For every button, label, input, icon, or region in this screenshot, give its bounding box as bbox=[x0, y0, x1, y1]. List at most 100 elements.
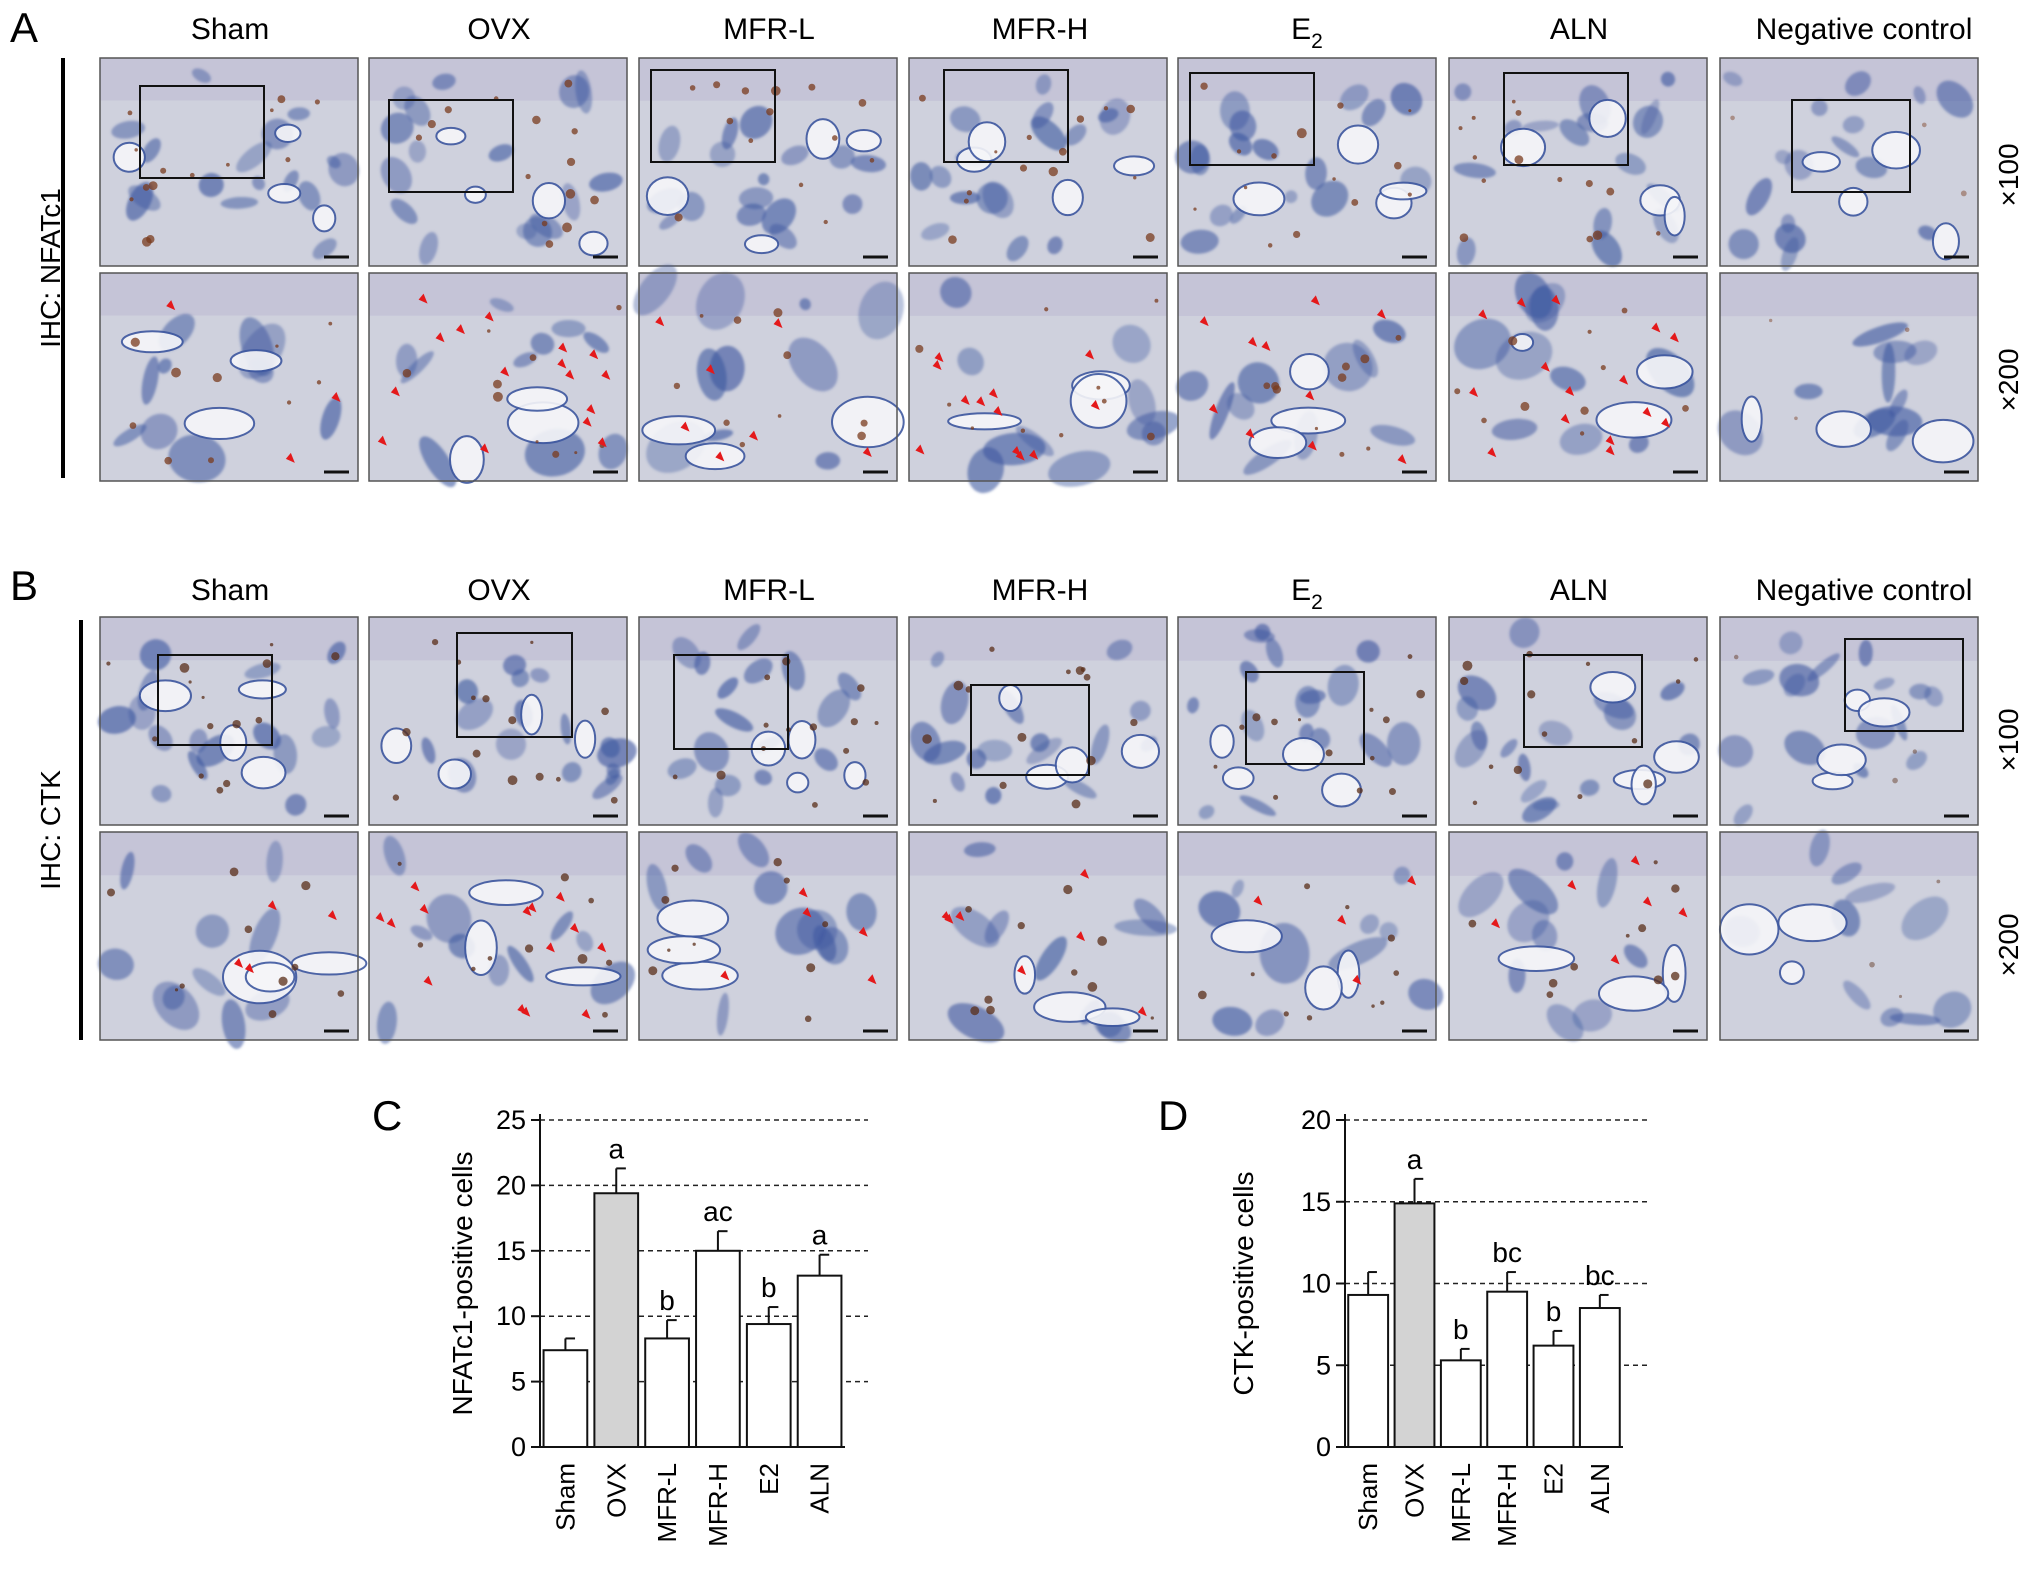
cartilage-band bbox=[1449, 273, 1707, 317]
tissue-blob bbox=[1794, 383, 1823, 400]
arrowhead-icon bbox=[565, 369, 575, 380]
stained-cell bbox=[164, 456, 173, 465]
marrow-space bbox=[1871, 130, 1921, 170]
tissue-blob bbox=[1454, 83, 1472, 101]
y-tick-label: 5 bbox=[1316, 1350, 1331, 1380]
tissue-blob bbox=[1550, 366, 1586, 392]
arrowhead-icon bbox=[1076, 931, 1086, 942]
stained-cell bbox=[1869, 961, 1875, 968]
stained-cell bbox=[291, 963, 299, 971]
stained-cell bbox=[493, 379, 502, 389]
tissue-blob bbox=[410, 925, 433, 941]
marrow-space bbox=[656, 899, 730, 938]
cartilage-band bbox=[1720, 273, 1978, 317]
arrowhead-icon bbox=[1651, 322, 1661, 333]
micrograph-frame bbox=[1177, 616, 1437, 826]
stained-cell bbox=[415, 134, 423, 141]
category-label: MFR-H bbox=[1492, 1463, 1522, 1547]
tissue-blob bbox=[392, 86, 416, 110]
category-label: MFR-L bbox=[652, 1463, 682, 1542]
arrowhead-icon bbox=[1310, 295, 1320, 306]
panel-a-side-label: IHC: NFATc1 bbox=[35, 188, 66, 348]
tissue-blob bbox=[738, 187, 774, 210]
arrowhead-icon bbox=[435, 332, 445, 343]
tissue-blob bbox=[126, 181, 154, 221]
tissue-blob bbox=[1556, 852, 1574, 871]
panel-b-header-e2: E2 bbox=[1291, 574, 1323, 614]
stained-cell bbox=[1314, 426, 1319, 431]
stained-cell bbox=[1366, 446, 1371, 451]
stained-cell bbox=[277, 95, 286, 104]
stained-cell bbox=[766, 108, 774, 116]
stained-cell bbox=[552, 450, 560, 458]
stained-cell bbox=[764, 674, 771, 681]
marrow-space bbox=[1304, 965, 1343, 1011]
micrograph-e-x200 bbox=[1177, 831, 1444, 1041]
tissue-blob bbox=[950, 772, 965, 792]
bar-e2 bbox=[745, 1323, 792, 1448]
micrograph-negative-control-x200 bbox=[1717, 272, 1979, 482]
stained-cell bbox=[1693, 657, 1699, 662]
panel-a-headers: Sham OVX MFR-L MFR-H E2 ALN Negative con… bbox=[191, 13, 1973, 53]
stained-cell bbox=[1520, 401, 1530, 411]
stained-cell bbox=[1579, 431, 1585, 436]
tissue-blob bbox=[561, 762, 582, 783]
arrowhead-icon bbox=[410, 881, 420, 892]
stained-cell bbox=[798, 182, 804, 188]
tissue-blob bbox=[1918, 225, 1937, 241]
arrowhead-icon bbox=[1642, 896, 1652, 907]
stained-cell bbox=[1341, 362, 1350, 371]
micrograph-ovx-x200 bbox=[368, 272, 628, 488]
stained-cell bbox=[588, 897, 594, 904]
stained-cell bbox=[808, 83, 816, 91]
y-tick-label: 20 bbox=[496, 1170, 526, 1200]
tissue-blob bbox=[1198, 891, 1241, 929]
stained-cell bbox=[1471, 115, 1476, 120]
stained-cell bbox=[966, 190, 972, 196]
stained-cell bbox=[860, 419, 868, 427]
arrowhead-icon bbox=[1017, 965, 1027, 976]
stained-cell bbox=[129, 197, 134, 202]
bar-ovx bbox=[1393, 1202, 1436, 1449]
marrow-space bbox=[1281, 737, 1325, 772]
tissue-blob bbox=[312, 238, 337, 260]
stained-cell bbox=[417, 942, 424, 948]
stained-cell bbox=[773, 858, 782, 867]
stained-cell bbox=[255, 716, 263, 724]
panel-b-header-aln: ALN bbox=[1550, 574, 1608, 607]
micrograph-mfr-h-x100 bbox=[908, 616, 1168, 826]
tissue-blob bbox=[421, 737, 436, 764]
stained-cell bbox=[1454, 388, 1461, 395]
arrowhead-icon bbox=[1669, 332, 1679, 343]
stained-cell bbox=[1472, 155, 1478, 160]
marrow-space bbox=[1069, 373, 1128, 429]
stained-cell bbox=[1527, 690, 1536, 699]
stained-cell bbox=[689, 85, 696, 91]
arrowhead-icon bbox=[1253, 895, 1263, 906]
tissue-blob bbox=[1408, 978, 1444, 1010]
stained-cell bbox=[777, 414, 782, 418]
category-label: ALN bbox=[805, 1463, 835, 1514]
tissue-blob bbox=[1572, 999, 1613, 1032]
stained-cell bbox=[989, 646, 995, 652]
stained-cell bbox=[673, 382, 681, 390]
cartilage-band bbox=[1178, 617, 1436, 661]
tissue-blob bbox=[858, 281, 904, 340]
stained-cell bbox=[947, 402, 952, 407]
stained-cell bbox=[1044, 307, 1049, 312]
stained-cell bbox=[1356, 787, 1363, 794]
tissue-blob bbox=[1255, 1009, 1285, 1036]
marrow-space bbox=[267, 182, 302, 204]
cartilage-band bbox=[1449, 617, 1707, 661]
tissue-blob bbox=[1265, 638, 1284, 668]
category-label: Sham bbox=[550, 1463, 580, 1531]
tissue-blob bbox=[1456, 237, 1476, 267]
stained-cell bbox=[275, 344, 279, 348]
arrowhead-icon bbox=[455, 324, 465, 335]
stained-cell bbox=[402, 727, 411, 737]
tissue-blob bbox=[1457, 675, 1497, 711]
stained-cell bbox=[1306, 1015, 1313, 1021]
panel-b: B IHC: CTK Sham OVX MFR-L MFR-H E2 ALN N… bbox=[10, 562, 2024, 1049]
tissue-blob bbox=[1500, 738, 1518, 758]
y-tick-label: 5 bbox=[511, 1367, 526, 1397]
